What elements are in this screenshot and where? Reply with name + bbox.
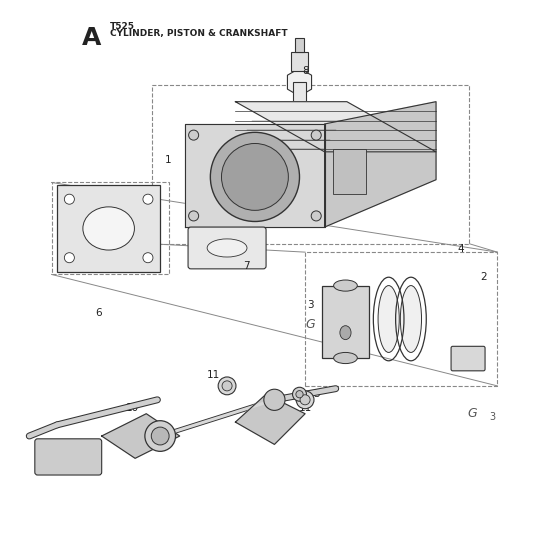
Ellipse shape bbox=[378, 286, 399, 352]
Polygon shape bbox=[325, 102, 436, 227]
Ellipse shape bbox=[151, 427, 169, 445]
Ellipse shape bbox=[300, 395, 310, 405]
Text: 3: 3 bbox=[307, 300, 314, 310]
Text: 5: 5 bbox=[313, 389, 320, 399]
Ellipse shape bbox=[189, 130, 199, 140]
Ellipse shape bbox=[143, 253, 153, 263]
Text: G: G bbox=[468, 407, 477, 420]
Text: 11: 11 bbox=[207, 370, 220, 380]
Text: 1: 1 bbox=[165, 155, 172, 165]
Ellipse shape bbox=[296, 391, 303, 398]
Ellipse shape bbox=[264, 389, 285, 410]
Polygon shape bbox=[235, 394, 305, 445]
Ellipse shape bbox=[334, 280, 357, 291]
Text: G: G bbox=[306, 318, 315, 331]
FancyBboxPatch shape bbox=[451, 346, 485, 371]
Ellipse shape bbox=[222, 143, 288, 211]
FancyBboxPatch shape bbox=[291, 52, 308, 71]
FancyBboxPatch shape bbox=[322, 286, 369, 358]
FancyBboxPatch shape bbox=[293, 82, 306, 105]
FancyBboxPatch shape bbox=[333, 149, 366, 194]
Ellipse shape bbox=[311, 211, 321, 221]
FancyBboxPatch shape bbox=[35, 439, 102, 475]
Ellipse shape bbox=[218, 377, 236, 395]
Text: 4: 4 bbox=[458, 244, 464, 254]
FancyBboxPatch shape bbox=[188, 227, 266, 269]
Ellipse shape bbox=[143, 194, 153, 204]
Text: 10: 10 bbox=[126, 403, 139, 413]
Ellipse shape bbox=[334, 352, 357, 363]
Text: 2: 2 bbox=[480, 272, 487, 282]
Ellipse shape bbox=[145, 421, 175, 451]
Ellipse shape bbox=[64, 194, 74, 204]
Text: 7: 7 bbox=[243, 261, 250, 271]
Ellipse shape bbox=[292, 388, 306, 401]
FancyBboxPatch shape bbox=[57, 185, 160, 272]
Text: T525: T525 bbox=[110, 22, 135, 31]
Text: 8: 8 bbox=[302, 66, 309, 76]
Text: 6: 6 bbox=[96, 309, 102, 319]
Ellipse shape bbox=[400, 286, 422, 352]
FancyBboxPatch shape bbox=[296, 104, 303, 114]
Ellipse shape bbox=[340, 326, 351, 339]
Polygon shape bbox=[235, 102, 436, 152]
Text: 9: 9 bbox=[101, 208, 108, 218]
Text: CYLINDER, PISTON & CRANKSHAFT: CYLINDER, PISTON & CRANKSHAFT bbox=[110, 29, 288, 38]
Ellipse shape bbox=[207, 239, 247, 257]
Polygon shape bbox=[102, 414, 180, 458]
Ellipse shape bbox=[211, 132, 300, 222]
Text: 11: 11 bbox=[298, 403, 312, 413]
Text: A: A bbox=[82, 26, 101, 50]
Ellipse shape bbox=[296, 391, 314, 409]
Polygon shape bbox=[185, 124, 325, 227]
FancyBboxPatch shape bbox=[295, 38, 304, 52]
Ellipse shape bbox=[311, 130, 321, 140]
Ellipse shape bbox=[222, 381, 232, 391]
Ellipse shape bbox=[64, 253, 74, 263]
Ellipse shape bbox=[83, 207, 134, 250]
Text: 3: 3 bbox=[489, 412, 495, 422]
Ellipse shape bbox=[189, 211, 199, 221]
